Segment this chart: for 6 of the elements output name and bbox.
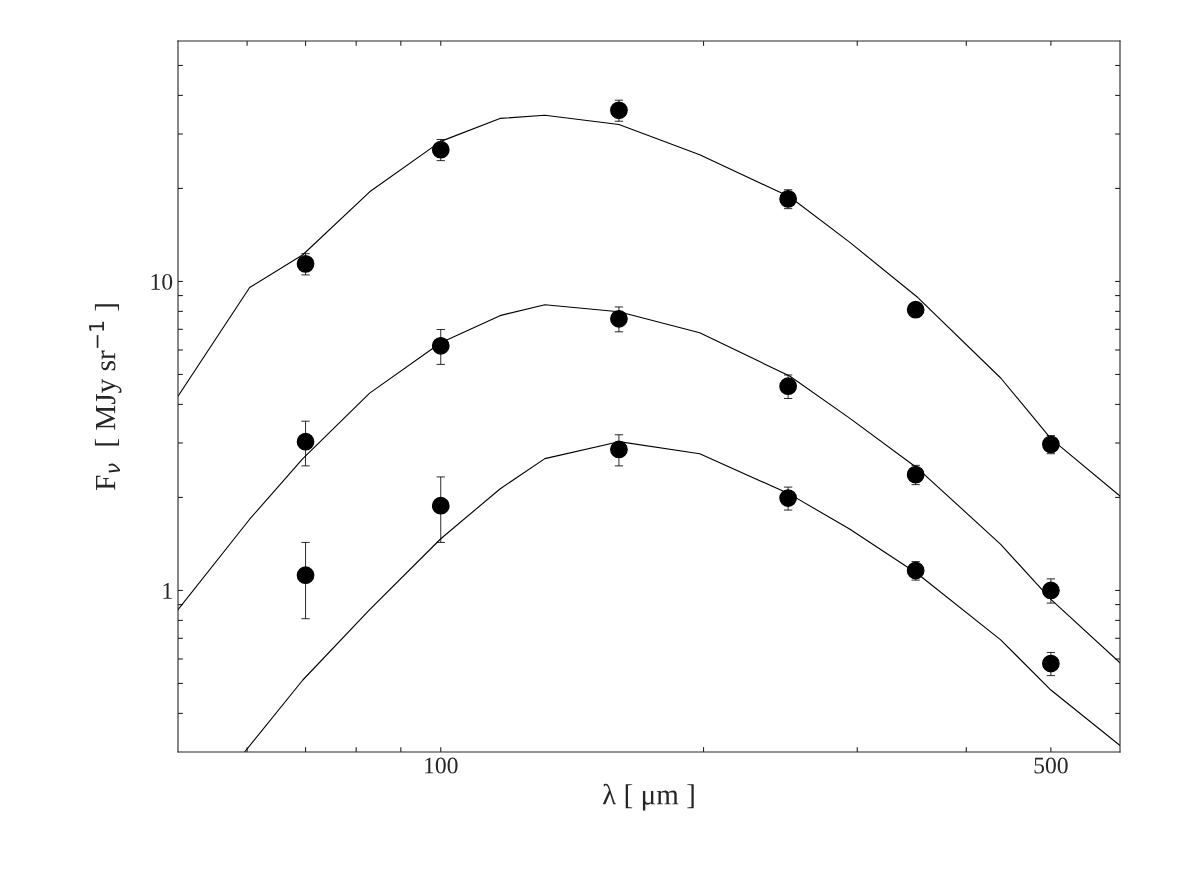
x-tick-label: 500 (1034, 757, 1068, 774)
y-tick-label: 10 (151, 273, 173, 290)
x-axis-title: λ [ μm ] (602, 783, 694, 811)
y-axis-title: F$_{ν}$ [ MJy sr$^{−1}$ ] (89, 304, 122, 491)
x-tick-label: 100 (425, 757, 458, 774)
y-tick-label: 1 (163, 583, 172, 599)
